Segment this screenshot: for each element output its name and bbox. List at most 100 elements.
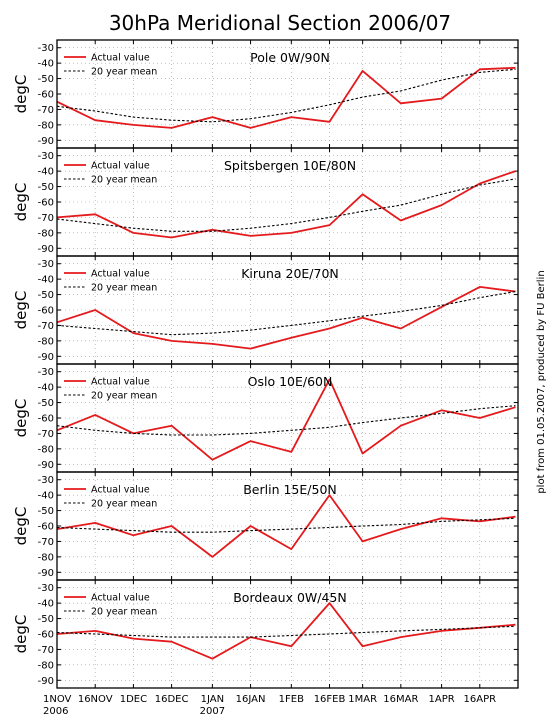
legend-actual-label: Actual value (91, 269, 150, 280)
panel-title: Kiruna 20E/70N (241, 266, 339, 281)
legend-mean-label: 20 year mean (91, 499, 157, 510)
y-tick-label: -40 (38, 383, 54, 394)
x-tick-label: 1NOV (43, 694, 72, 705)
y-tick-label: -80 (38, 228, 54, 239)
actual-value-line (56, 494, 516, 558)
y-tick-label: -70 (38, 537, 54, 548)
legend-actual-label: Actual value (91, 161, 150, 172)
legend-mean-label: 20 year mean (91, 391, 157, 402)
y-tick-label: -80 (38, 660, 54, 671)
y-axis-label: degC (12, 615, 30, 654)
chart-panel: -30 -40 -50 -60 -70 -80 -90 degC Actual value 20 … (12, 363, 519, 473)
y-tick-label: -30 (38, 475, 54, 486)
figure-title: 30hPa Meridional Section 2006/07 (109, 11, 451, 35)
y-tick-label: -50 (38, 506, 54, 517)
panel-title: Berlin 15E/50N (243, 482, 337, 497)
y-tick-label: -30 (38, 259, 54, 270)
y-tick-label: -40 (38, 275, 54, 286)
panel-title: Bordeaux 0W/45N (233, 590, 347, 605)
y-tick-label: -30 (38, 583, 54, 594)
legend-actual-label: Actual value (91, 53, 150, 64)
x-tick-label: 1JAN (201, 694, 224, 705)
x-tick-label: 1MAR (348, 694, 377, 705)
chart-panel: -30 -40 -50 -60 -70 -80 -90 degC Actual value 20 … (12, 471, 519, 581)
actual-value-line (56, 66, 516, 129)
x-tick-label: 1APR (428, 694, 454, 705)
y-tick-label: -50 (38, 74, 54, 85)
x-tick-label: 16FEB (314, 694, 346, 705)
y-tick-label: -50 (38, 614, 54, 625)
y-tick-label: -60 (38, 522, 54, 533)
chart-panel: -30 -40 -50 -60 -70 -80 -90 degC Actual value 20 … (12, 39, 519, 149)
y-tick-label: -60 (38, 198, 54, 209)
x-tick-label: 16DEC (155, 694, 189, 705)
panel-frame (56, 579, 519, 689)
mean-line (56, 290, 516, 336)
mean-line (56, 517, 516, 533)
y-tick-label: -40 (38, 599, 54, 610)
actual-value-line (56, 602, 516, 660)
y-tick-label: -90 (38, 460, 54, 471)
x-tick-label: 16NOV (78, 694, 113, 705)
legend-actual-label: Actual value (91, 485, 150, 496)
y-tick-label: -60 (38, 630, 54, 641)
mean-line (56, 625, 516, 638)
y-axis-label: degC (12, 75, 30, 114)
y-tick-label: -60 (38, 414, 54, 425)
panel-title: Spitsbergen 10E/80N (224, 158, 356, 173)
y-tick-label: -80 (38, 120, 54, 131)
y-tick-label: -90 (38, 568, 54, 579)
y-tick-label: -40 (38, 491, 54, 502)
y-tick-label: -90 (38, 136, 54, 147)
y-axis-label: degC (12, 507, 30, 546)
y-tick-label: -80 (38, 444, 54, 455)
actual-value-line (56, 170, 516, 239)
x-tick-year-label: 2007 (200, 706, 225, 717)
mean-line (56, 178, 516, 232)
y-tick-label: -40 (38, 167, 54, 178)
y-tick-label: -70 (38, 645, 54, 656)
chart-panel: -30 -40 -50 -60 -70 -80 -90 degC Actual value 20 … (12, 579, 519, 689)
chart-panel: -30 -40 -50 -60 -70 -80 -90 degC Actual value 20 … (12, 255, 519, 365)
panel-title: Pole 0W/90N (250, 50, 330, 65)
x-tick-label: 16MAR (383, 694, 418, 705)
y-tick-label: -70 (38, 429, 54, 440)
y-tick-label: -60 (38, 90, 54, 101)
x-tick-label: 16APR (464, 694, 497, 705)
panel-title: Oslo 10E/60N (248, 374, 333, 389)
y-tick-label: -60 (38, 306, 54, 317)
production-note: plot from 01.05.2007, produced by FU Ber… (536, 270, 547, 493)
chart-panel: -30 -40 -50 -60 -70 -80 -90 degC Actual value 20 … (12, 147, 519, 257)
y-tick-label: -80 (38, 336, 54, 347)
y-tick-label: -90 (38, 352, 54, 363)
y-tick-label: -50 (38, 182, 54, 193)
y-tick-label: -40 (38, 59, 54, 70)
y-tick-label: -50 (38, 290, 54, 301)
legend-mean-label: 20 year mean (91, 283, 157, 294)
mean-line (56, 68, 516, 123)
legend-mean-label: 20 year mean (91, 67, 157, 78)
y-axis-label: degC (12, 291, 30, 330)
legend-actual-label: Actual value (91, 377, 150, 388)
y-tick-label: -70 (38, 213, 54, 224)
mean-line (56, 405, 516, 436)
y-tick-label: -30 (38, 43, 54, 54)
legend-mean-label: 20 year mean (91, 175, 157, 186)
x-tick-label: 1DEC (120, 694, 147, 705)
y-axis-label: degC (12, 183, 30, 222)
y-axis-label: degC (12, 399, 30, 438)
y-tick-label: -90 (38, 244, 54, 255)
y-tick-label: -80 (38, 552, 54, 563)
legend-mean-label: 20 year mean (91, 607, 157, 618)
y-tick-label: -30 (38, 367, 54, 378)
x-tick-year-label: 2006 (43, 706, 68, 717)
x-tick-label: 1FEB (279, 694, 304, 705)
y-tick-label: -30 (38, 151, 54, 162)
legend-actual-label: Actual value (91, 593, 150, 604)
y-tick-label: -50 (38, 398, 54, 409)
panels-group: -30 -40 -50 -60 -70 -80 -90 degC Actual value 20 … (12, 39, 519, 717)
y-tick-label: -70 (38, 105, 54, 116)
x-tick-label: 16JAN (236, 694, 266, 705)
y-tick-label: -70 (38, 321, 54, 332)
